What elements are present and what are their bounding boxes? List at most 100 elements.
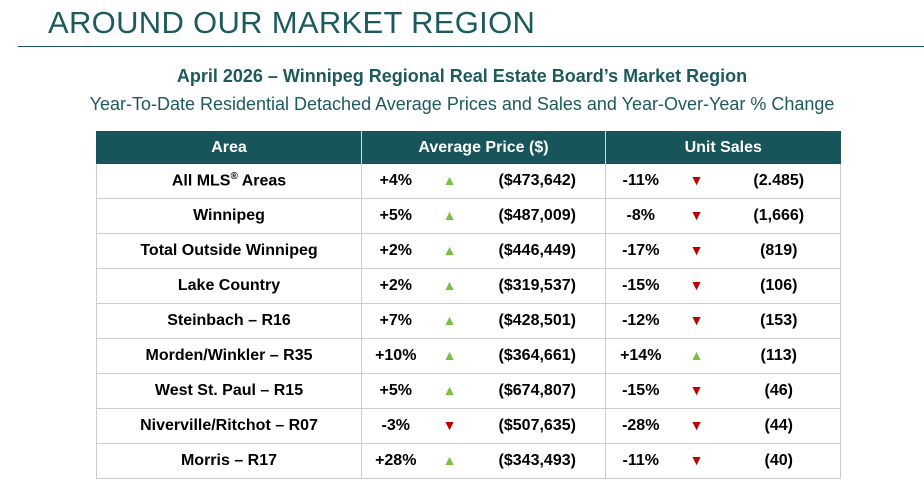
table-row: All MLS® Areas +4% ▲ ($473,642) -11% ▼ (2.485) — [96, 164, 841, 199]
table-row: Niverville/Ritchot – R07 -3% ▼ ($507,635) -2… — [96, 408, 841, 444]
triangle-down-icon: ▼ — [689, 277, 704, 293]
area-cell: Total Outside Winnipeg — [96, 233, 362, 269]
sales-change-cell: -28% — [605, 408, 676, 444]
triangle-up-icon: ▲ — [442, 242, 457, 258]
unit-sales-cell: (2.485) — [717, 164, 841, 199]
unit-sales-cell: (40) — [717, 443, 841, 479]
sales-arrow-cell: ▼ — [675, 408, 718, 444]
average-price-cell: ($364,661) — [469, 338, 606, 374]
unit-sales-cell: (819) — [717, 233, 841, 269]
price-arrow-cell: ▲ — [429, 164, 470, 199]
table-row: Morden/Winkler – R35 +10% ▲ ($364,661) +14% ▲… — [96, 338, 841, 374]
table-header-row: Area Average Price ($) Unit Sales — [96, 131, 841, 164]
unit-sales-cell: (106) — [717, 268, 841, 304]
unit-sales-cell: (44) — [717, 408, 841, 444]
triangle-up-icon: ▲ — [442, 347, 457, 363]
average-price-cell: ($428,501) — [469, 303, 606, 339]
price-change-cell: +4% — [361, 164, 430, 199]
sales-change-cell: -15% — [605, 268, 676, 304]
sales-arrow-cell: ▼ — [675, 268, 718, 304]
price-arrow-cell: ▲ — [429, 338, 470, 374]
triangle-up-icon: ▲ — [442, 452, 457, 468]
area-cell: Steinbach – R16 — [96, 303, 362, 339]
area-cell: All MLS® Areas — [96, 164, 362, 199]
triangle-down-icon: ▼ — [689, 452, 704, 468]
sales-arrow-cell: ▲ — [675, 338, 718, 374]
triangle-up-icon: ▲ — [442, 277, 457, 293]
unit-sales-cell: (1,666) — [717, 198, 841, 234]
unit-sales-cell: (113) — [717, 338, 841, 374]
sales-arrow-cell: ▼ — [675, 373, 718, 409]
price-change-cell: +5% — [361, 198, 430, 234]
report-title: April 2026 – Winnipeg Regional Real Esta… — [176, 66, 748, 86]
price-arrow-cell: ▲ — [429, 233, 470, 269]
title-divider — [18, 46, 924, 47]
area-cell: Morden/Winkler – R35 — [96, 338, 362, 374]
triangle-down-icon: ▼ — [689, 207, 704, 223]
price-arrow-cell: ▼ — [429, 408, 470, 444]
sales-change-cell: -8% — [605, 198, 676, 234]
triangle-down-icon: ▼ — [689, 312, 704, 328]
average-price-cell: ($507,635) — [469, 408, 606, 444]
area-cell: West St. Paul – R15 — [96, 373, 362, 409]
price-arrow-cell: ▲ — [429, 373, 470, 409]
triangle-down-icon: ▼ — [689, 242, 704, 258]
triangle-up-icon: ▲ — [442, 207, 457, 223]
area-cell: Lake Country — [96, 268, 362, 304]
triangle-up-icon: ▲ — [442, 312, 457, 328]
sales-arrow-cell: ▼ — [675, 303, 718, 339]
sales-change-cell: -15% — [605, 373, 676, 409]
triangle-down-icon: ▼ — [442, 417, 457, 433]
column-header-area: Area — [96, 131, 362, 164]
price-change-cell: +10% — [361, 338, 430, 374]
price-change-cell: +2% — [361, 233, 430, 269]
price-change-cell: +28% — [361, 443, 430, 479]
price-arrow-cell: ▲ — [429, 303, 470, 339]
sales-change-cell: -12% — [605, 303, 676, 339]
market-region-table: Area Average Price ($) Unit Sales All ML… — [96, 131, 841, 479]
price-change-cell: -3% — [361, 408, 430, 444]
price-arrow-cell: ▲ — [429, 198, 470, 234]
table-row: Morris – R17 +28% ▲ ($343,493) -11% ▼ (40) — [96, 443, 841, 479]
sales-change-cell: +14% — [605, 338, 676, 374]
sales-arrow-cell: ▼ — [675, 233, 718, 269]
area-cell: Winnipeg — [96, 198, 362, 234]
table-row: Steinbach – R16 +7% ▲ ($428,501) -12% ▼ (153) — [96, 303, 841, 339]
triangle-up-icon: ▲ — [689, 347, 704, 363]
sales-arrow-cell: ▼ — [675, 198, 718, 234]
average-price-cell: ($473,642) — [469, 164, 606, 199]
average-price-cell: ($487,009) — [469, 198, 606, 234]
price-arrow-cell: ▲ — [429, 268, 470, 304]
sales-change-cell: -11% — [605, 443, 676, 479]
triangle-up-icon: ▲ — [442, 172, 457, 188]
triangle-down-icon: ▼ — [689, 382, 704, 398]
sales-arrow-cell: ▼ — [675, 443, 718, 479]
column-header-unit-sales: Unit Sales — [605, 131, 841, 164]
unit-sales-cell: (46) — [717, 373, 841, 409]
price-change-cell: +5% — [361, 373, 430, 409]
table-body: All MLS® Areas +4% ▲ ($473,642) -11% ▼ (2.485)… — [96, 164, 841, 479]
table-row: West St. Paul – R15 +5% ▲ ($674,807) -15% ▼ (4… — [96, 373, 841, 409]
table-row: Lake Country +2% ▲ ($319,537) -15% ▼ (106) — [96, 268, 841, 304]
area-cell: Niverville/Ritchot – R07 — [96, 408, 362, 444]
average-price-cell: ($674,807) — [469, 373, 606, 409]
triangle-up-icon: ▲ — [442, 382, 457, 398]
column-header-average-price: Average Price ($) — [361, 131, 606, 164]
average-price-cell: ($319,537) — [469, 268, 606, 304]
sales-change-cell: -17% — [605, 233, 676, 269]
average-price-cell: ($343,493) — [469, 443, 606, 479]
triangle-down-icon: ▼ — [689, 172, 704, 188]
triangle-down-icon: ▼ — [689, 417, 704, 433]
area-cell: Morris – R17 — [96, 443, 362, 479]
unit-sales-cell: (153) — [717, 303, 841, 339]
price-change-cell: +7% — [361, 303, 430, 339]
sales-change-cell: -11% — [605, 164, 676, 199]
price-change-cell: +2% — [361, 268, 430, 304]
average-price-cell: ($446,449) — [469, 233, 606, 269]
price-arrow-cell: ▲ — [429, 443, 470, 479]
table-row: Total Outside Winnipeg +2% ▲ ($446,449) -17%… — [96, 233, 841, 269]
report-subtitle: Year-To-Date Residential Detached Averag… — [89, 94, 835, 114]
sales-arrow-cell: ▼ — [675, 164, 718, 199]
table-row: Winnipeg +5% ▲ ($487,009) -8% ▼ (1,666) — [96, 198, 841, 234]
page-title: AROUND OUR MARKET REGION — [48, 5, 536, 40]
